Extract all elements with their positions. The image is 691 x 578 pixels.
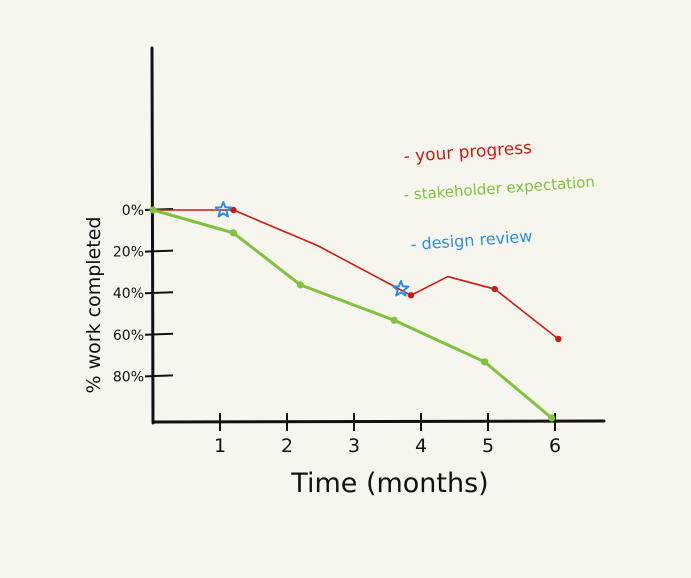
x-tick-label: 3	[348, 435, 360, 457]
y-tick-label: 20%	[113, 245, 144, 261]
legend-entry-your-progress: - your progress	[403, 138, 533, 167]
x-tick-label: 2	[281, 435, 293, 457]
series-point-your-progress	[230, 206, 237, 214]
x-tick-label: 6	[549, 435, 561, 457]
y-tick-mark	[144, 249, 174, 253]
design-review-layer	[214, 201, 410, 297]
series-point-stakeholder-expectation	[390, 316, 398, 324]
x-axis	[151, 419, 606, 424]
design-review-star-icon	[392, 280, 410, 297]
x-tick-label: 5	[482, 435, 494, 457]
series-layer	[149, 206, 562, 422]
y-tick-label: 60%	[113, 328, 144, 344]
legend: - your progress - stakeholder expectatio…	[403, 138, 595, 254]
x-axis-title: Time (months)	[290, 468, 488, 499]
y-tick-mark	[144, 332, 174, 336]
y-axis-title: % work completed	[83, 217, 105, 394]
series-point-stakeholder-expectation	[296, 281, 304, 289]
design-review-star-icon	[214, 201, 232, 218]
series-point-stakeholder-expectation	[229, 229, 237, 237]
x-tick-label: 1	[214, 435, 226, 457]
series-line-stakeholder-expectation	[151, 208, 554, 420]
series-point-stakeholder-expectation	[149, 206, 157, 214]
y-axis	[150, 46, 155, 425]
y-ticks: 0% 20% 40% 60% 80%	[113, 203, 174, 385]
y-tick-label: 40%	[113, 286, 144, 302]
series-point-your-progress	[555, 335, 562, 343]
series-point-stakeholder-expectation	[548, 414, 556, 422]
x-ticks: 1 2 3 4 5 6	[214, 413, 561, 457]
y-tick-mark	[144, 374, 174, 378]
y-tick-label: 80%	[113, 369, 144, 385]
y-tick-label: 0%	[122, 203, 144, 219]
y-tick-mark	[144, 291, 174, 295]
series-point-stakeholder-expectation	[481, 358, 489, 366]
x-tick-label: 4	[415, 435, 427, 457]
series-point-your-progress	[491, 285, 498, 293]
series-point-your-progress	[407, 292, 415, 299]
legend-entry-design-review: - design review	[410, 227, 533, 254]
legend-entry-stakeholder-expectation: - stakeholder expectation	[403, 173, 595, 204]
